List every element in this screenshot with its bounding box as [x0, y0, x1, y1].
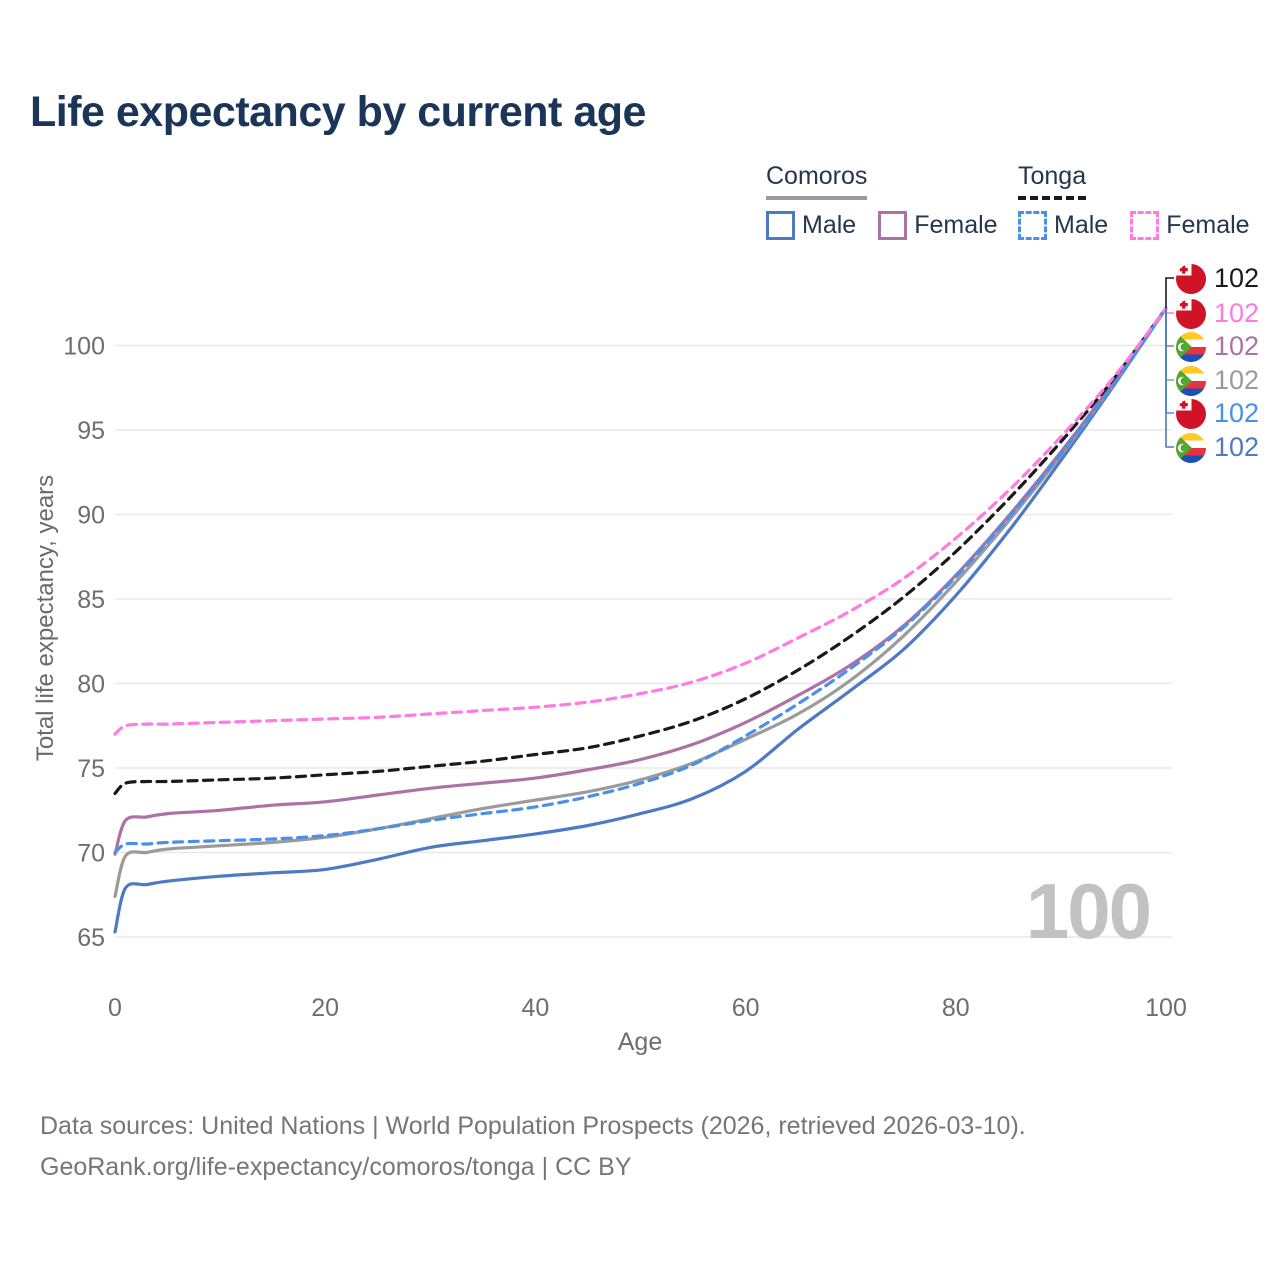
comoros-male-swatch [766, 211, 795, 240]
legend-item-comoros-female[interactable]: Female [878, 211, 998, 240]
series-line-comoros-female[interactable] [113, 306, 1168, 856]
series-line-comoros[interactable] [113, 306, 1168, 898]
tonga-male-swatch [1018, 211, 1047, 240]
legend-item-label: Female [914, 211, 998, 239]
y-tick-label-65: 65 [77, 924, 105, 952]
legend-group-tonga: Tonga Male Female [1018, 162, 1250, 240]
x-tick-label-60: 60 [732, 994, 760, 1022]
footer: Data sources: United Nations | World Pop… [40, 1106, 1026, 1188]
end-label-leader-5 [1165, 308, 1174, 414]
y-axis-title: Total life expectancy, years [32, 474, 59, 762]
y-tick-label-95: 95 [77, 417, 105, 445]
footer-sources: Data sources: United Nations | World Pop… [40, 1112, 1026, 1140]
legend-item-label: Male [1054, 211, 1109, 239]
end-label-leader-3 [1165, 308, 1174, 347]
y-tick-label-90: 90 [77, 502, 105, 530]
series-line-tonga-male[interactable] [113, 306, 1168, 855]
x-tick-label-100: 100 [1145, 994, 1187, 1022]
page-title: Life expectancy by current age [30, 88, 646, 136]
x-tick-label-20: 20 [311, 994, 339, 1022]
y-tick-label-75: 75 [77, 755, 105, 783]
tonga-female-swatch [1130, 211, 1160, 240]
y-tick-label-70: 70 [77, 840, 105, 868]
x-tick-label-40: 40 [521, 994, 549, 1022]
series-line-tonga-female[interactable] [113, 306, 1168, 736]
legend-items-comoros: Male Female [766, 211, 998, 240]
legend-group-title-tonga[interactable]: Tonga [1018, 162, 1087, 200]
legend-item-tonga-male[interactable]: Male [1018, 211, 1108, 240]
end-label-leader-6 [1165, 308, 1174, 448]
legend-item-comoros-male[interactable]: Male [766, 211, 856, 240]
end-label-leader-4 [1165, 308, 1174, 381]
footer-url: GeoRank.org/life-expectancy/comoros/tong… [40, 1153, 632, 1181]
age-watermark: 100 [1025, 867, 1152, 955]
series-line-tonga[interactable] [113, 306, 1168, 795]
y-tick-label-85: 85 [77, 586, 105, 614]
end-label-leader-1 [1165, 277, 1174, 309]
legend-group-title-comoros[interactable]: Comoros [766, 162, 868, 200]
x-axis-title: Age [618, 1028, 662, 1056]
legend-item-label: Male [802, 211, 857, 239]
x-tick-label-80: 80 [942, 994, 970, 1022]
legend-item-tonga-female[interactable]: Female [1130, 211, 1250, 240]
series-line-comoros-male[interactable] [113, 306, 1168, 934]
legend-items-tonga: Male Female [1018, 211, 1250, 240]
legend-group-comoros: Comoros Male Female [766, 162, 998, 240]
x-tick-label-0: 0 [108, 994, 122, 1022]
y-tick-label-80: 80 [77, 671, 105, 699]
y-tick-label-100: 100 [63, 333, 105, 361]
legend-item-label: Female [1166, 211, 1250, 239]
comoros-female-swatch [878, 211, 908, 240]
